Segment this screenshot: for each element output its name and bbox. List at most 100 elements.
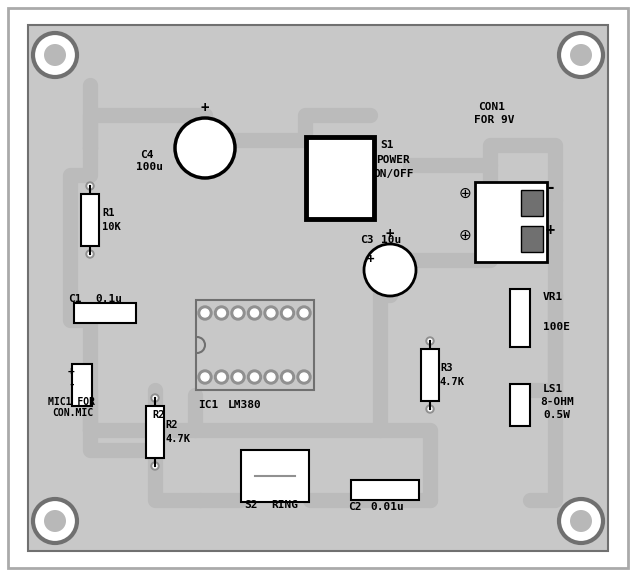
- Circle shape: [300, 373, 308, 381]
- Circle shape: [76, 306, 90, 320]
- Circle shape: [248, 455, 262, 469]
- Circle shape: [356, 204, 364, 212]
- Text: ⊕: ⊕: [459, 185, 471, 200]
- Text: +: +: [68, 366, 75, 376]
- Circle shape: [199, 152, 211, 164]
- Text: R2: R2: [165, 420, 177, 430]
- Text: 4.7K: 4.7K: [165, 434, 190, 444]
- Circle shape: [559, 499, 603, 543]
- Bar: [241, 450, 309, 502]
- Circle shape: [202, 135, 208, 141]
- Circle shape: [153, 464, 157, 468]
- Circle shape: [88, 252, 92, 256]
- Text: MIC1 FOR: MIC1 FOR: [48, 397, 95, 407]
- Text: R2: R2: [152, 410, 165, 420]
- Text: 0.01u: 0.01u: [370, 502, 404, 512]
- Text: CON1: CON1: [478, 102, 505, 112]
- Circle shape: [231, 370, 245, 384]
- Circle shape: [264, 306, 278, 320]
- Circle shape: [151, 394, 159, 402]
- Circle shape: [284, 373, 291, 381]
- Circle shape: [570, 510, 592, 532]
- Circle shape: [201, 309, 209, 317]
- Bar: [385, 256, 394, 264]
- Circle shape: [559, 33, 603, 77]
- Circle shape: [251, 458, 259, 466]
- Circle shape: [120, 306, 134, 320]
- Bar: [78, 392, 86, 400]
- Bar: [200, 134, 209, 142]
- Text: C2: C2: [348, 502, 361, 512]
- Circle shape: [513, 330, 527, 344]
- Circle shape: [123, 309, 131, 317]
- Text: -: -: [546, 179, 556, 197]
- Circle shape: [234, 373, 242, 381]
- Circle shape: [280, 370, 294, 384]
- Circle shape: [484, 226, 506, 248]
- Circle shape: [151, 462, 159, 470]
- Bar: [74, 303, 136, 323]
- Circle shape: [353, 161, 367, 175]
- Circle shape: [316, 144, 324, 152]
- Circle shape: [218, 373, 226, 381]
- Circle shape: [516, 412, 524, 420]
- Text: 0.5W: 0.5W: [543, 410, 570, 420]
- Text: S2: S2: [244, 500, 258, 510]
- Circle shape: [201, 373, 209, 381]
- Circle shape: [356, 184, 364, 192]
- Bar: [521, 190, 543, 216]
- Circle shape: [387, 257, 393, 263]
- Circle shape: [248, 483, 262, 497]
- Text: 100E: 100E: [543, 322, 570, 332]
- Circle shape: [280, 306, 294, 320]
- Text: 0.1u: 0.1u: [95, 294, 122, 304]
- Text: R1: R1: [102, 208, 114, 218]
- Circle shape: [297, 306, 311, 320]
- Bar: [146, 406, 164, 458]
- Circle shape: [353, 141, 367, 155]
- Text: C4: C4: [140, 150, 153, 160]
- Circle shape: [484, 191, 506, 213]
- Bar: [196, 300, 314, 390]
- Circle shape: [86, 250, 94, 258]
- Circle shape: [79, 393, 85, 399]
- Circle shape: [516, 390, 524, 398]
- Text: 4.7K: 4.7K: [440, 377, 465, 387]
- Text: 8-OHM: 8-OHM: [540, 397, 574, 407]
- Bar: [510, 289, 530, 347]
- Circle shape: [428, 339, 432, 343]
- Circle shape: [247, 306, 261, 320]
- Circle shape: [231, 306, 245, 320]
- Circle shape: [175, 118, 235, 178]
- Circle shape: [353, 181, 367, 195]
- Circle shape: [251, 486, 259, 494]
- Circle shape: [516, 295, 524, 303]
- Circle shape: [316, 184, 324, 192]
- Circle shape: [353, 201, 367, 215]
- Circle shape: [44, 510, 66, 532]
- Circle shape: [267, 309, 275, 317]
- Circle shape: [218, 309, 226, 317]
- Circle shape: [406, 486, 414, 494]
- Circle shape: [316, 204, 324, 212]
- Circle shape: [300, 309, 308, 317]
- Circle shape: [387, 277, 393, 283]
- Circle shape: [267, 373, 275, 381]
- Circle shape: [513, 387, 527, 401]
- Circle shape: [291, 458, 299, 466]
- Bar: [351, 480, 419, 500]
- Circle shape: [570, 44, 592, 66]
- Text: +: +: [367, 253, 375, 266]
- Circle shape: [313, 181, 327, 195]
- Bar: [72, 364, 92, 406]
- Text: S1: S1: [380, 140, 394, 150]
- Text: C1: C1: [68, 294, 81, 304]
- Text: +: +: [546, 222, 555, 237]
- Circle shape: [198, 306, 212, 320]
- Circle shape: [513, 311, 527, 325]
- Circle shape: [426, 337, 434, 345]
- Circle shape: [313, 141, 327, 155]
- Circle shape: [214, 370, 228, 384]
- Text: 10u: 10u: [381, 235, 401, 245]
- Circle shape: [79, 309, 87, 317]
